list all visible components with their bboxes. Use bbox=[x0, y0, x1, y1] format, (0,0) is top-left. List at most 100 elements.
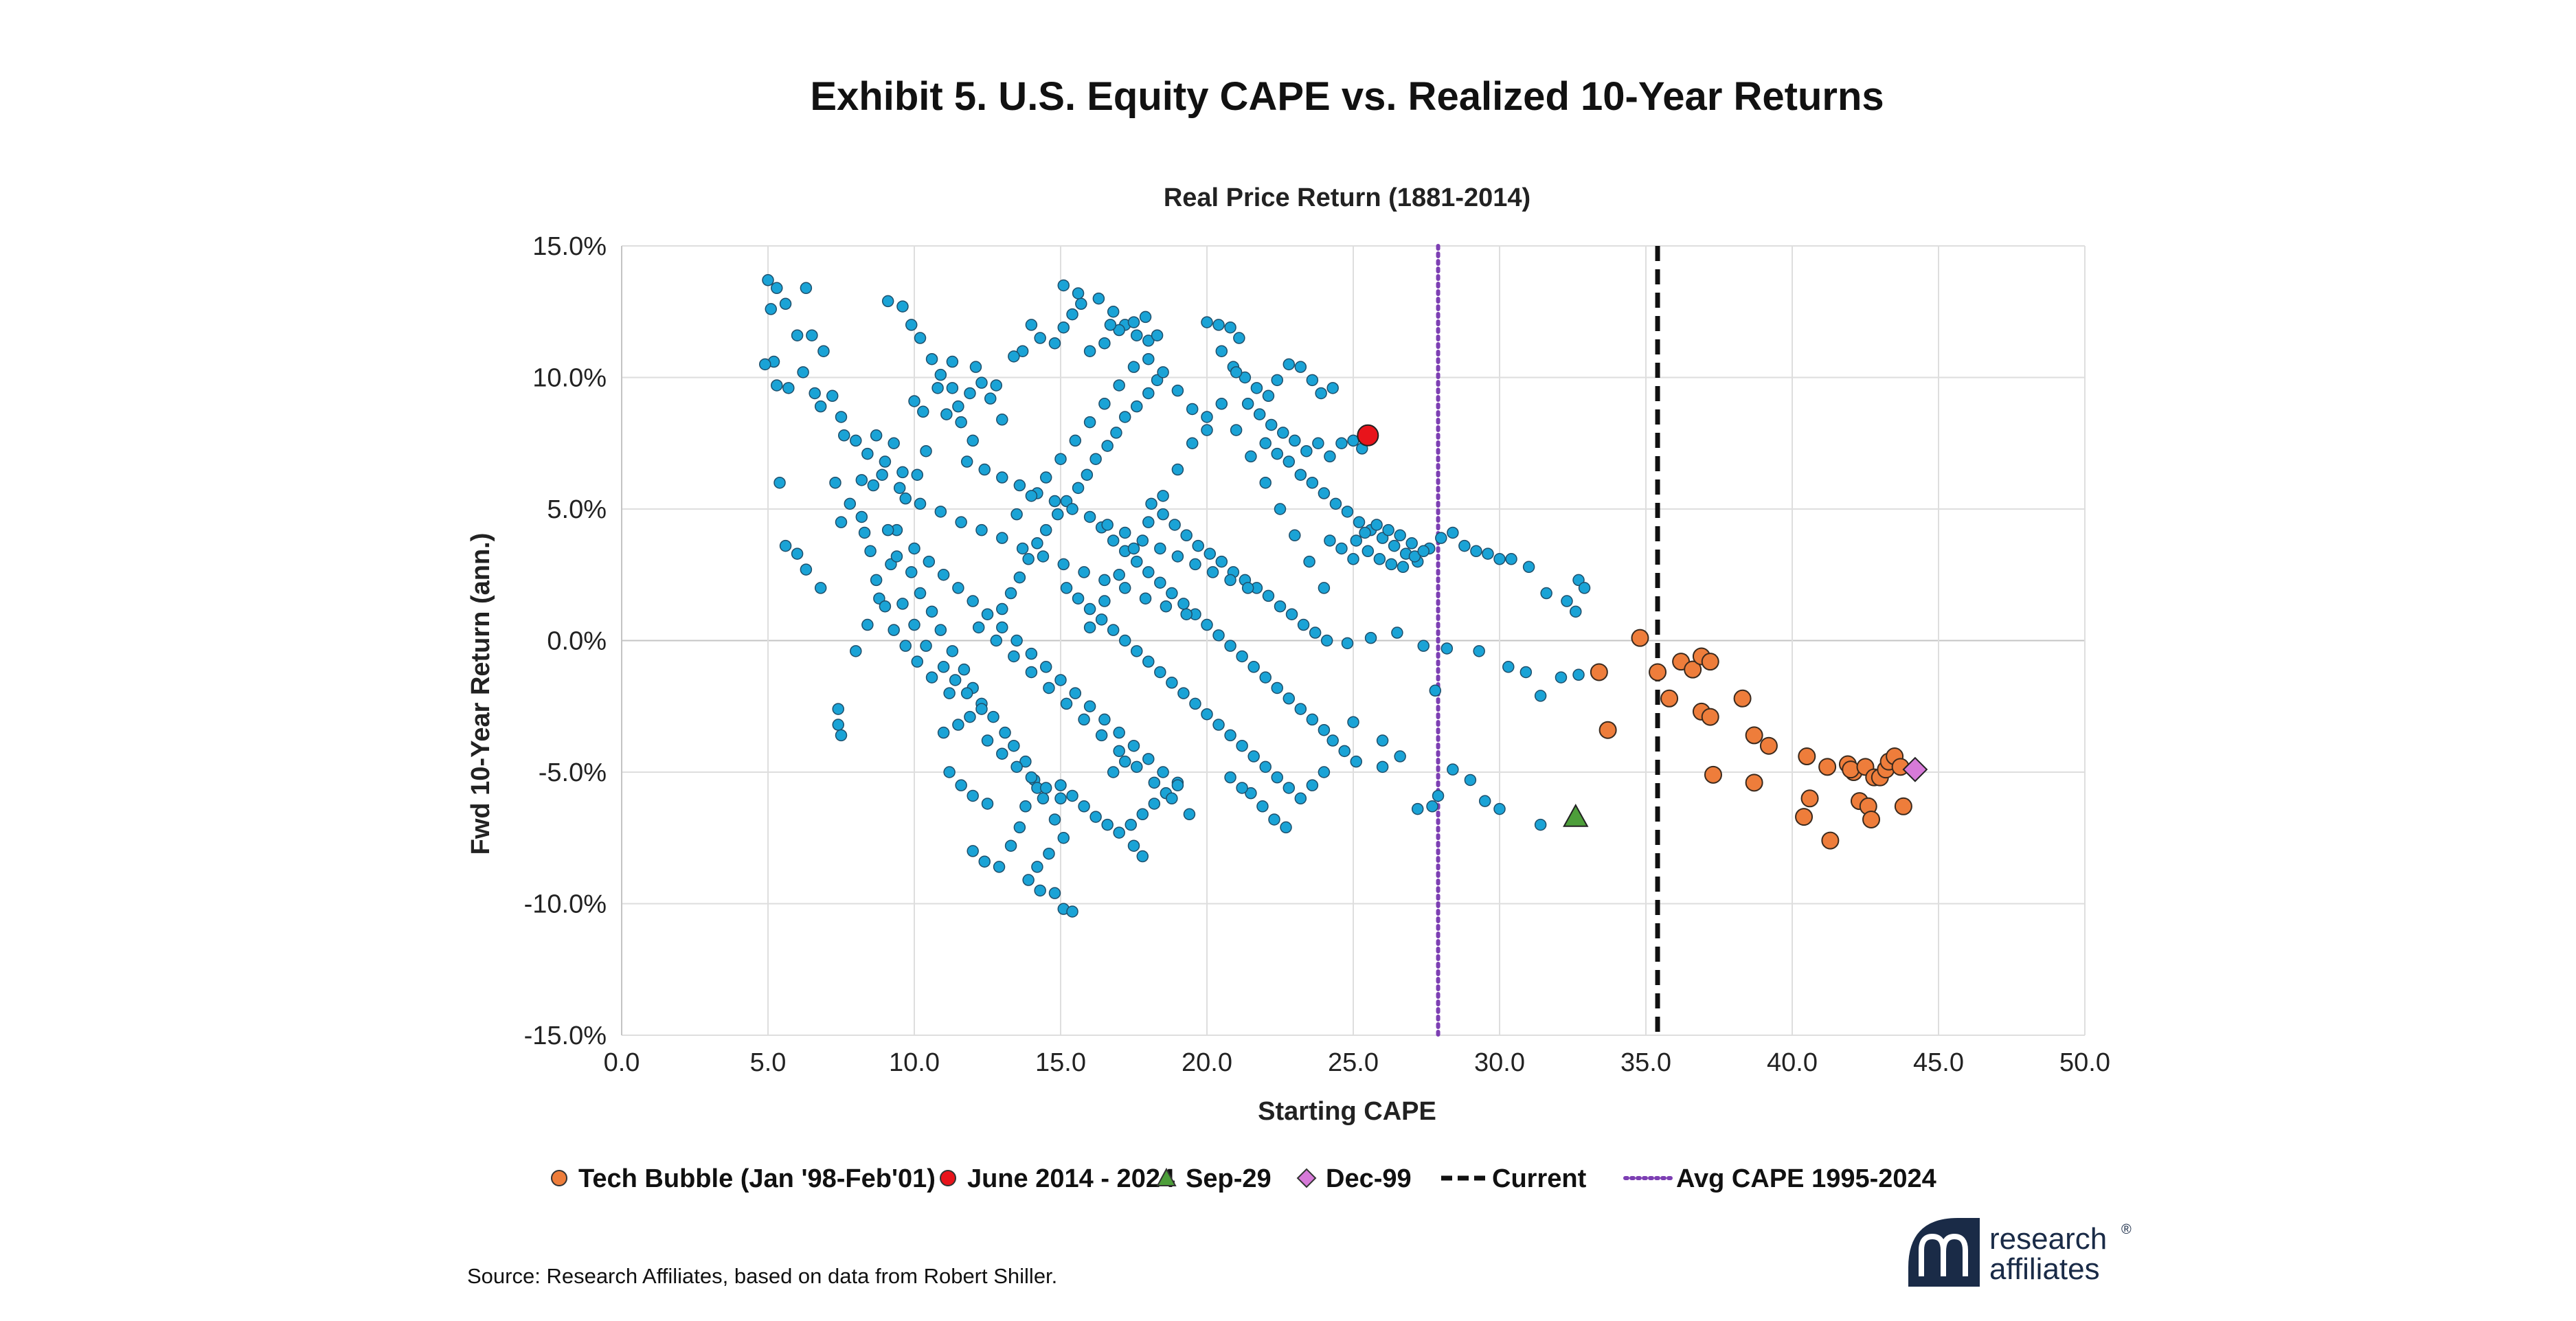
scatter-point bbox=[999, 726, 1011, 739]
scatter-point bbox=[949, 674, 962, 686]
scatter-point bbox=[1107, 534, 1120, 547]
scatter-point bbox=[888, 437, 900, 449]
x-tick-label: 20.0 bbox=[1182, 1048, 1232, 1077]
scatter-point bbox=[1010, 634, 1023, 647]
tech-bubble-point bbox=[1745, 726, 1763, 745]
scatter-point bbox=[893, 482, 906, 495]
legend-label: June 2014 - 2024 bbox=[967, 1164, 1175, 1193]
scatter-point bbox=[1306, 713, 1319, 726]
scatter-point bbox=[1274, 600, 1287, 613]
scatter-point bbox=[923, 555, 936, 568]
scatter-point bbox=[1177, 598, 1190, 610]
scatter-point bbox=[1060, 582, 1073, 594]
scatter-point bbox=[1435, 532, 1447, 544]
legend-label: Dec-99 bbox=[1326, 1164, 1412, 1193]
scatter-point bbox=[1089, 811, 1102, 823]
scatter-point bbox=[1338, 745, 1351, 758]
y-tick-label: -5.0% bbox=[539, 758, 607, 787]
scatter-point bbox=[1324, 534, 1336, 547]
scatter-point bbox=[1151, 329, 1164, 341]
scatter-point bbox=[1066, 308, 1078, 321]
scatter-point bbox=[1139, 592, 1152, 605]
scatter-point bbox=[1271, 374, 1283, 387]
scatter-point bbox=[1320, 634, 1333, 647]
scatter-point bbox=[1043, 847, 1055, 860]
scatter-point bbox=[1039, 661, 1052, 673]
scatter-point bbox=[800, 282, 813, 295]
scatter-point bbox=[1025, 666, 1038, 679]
scatter-point bbox=[1324, 450, 1336, 463]
point-sep-29 bbox=[1563, 804, 1589, 827]
scatter-point bbox=[1131, 760, 1143, 774]
tech-bubble-point bbox=[1745, 774, 1763, 792]
scatter-point bbox=[1350, 755, 1363, 768]
scatter-point bbox=[1098, 595, 1111, 607]
scatter-point bbox=[964, 387, 976, 400]
scatter-point bbox=[797, 366, 809, 379]
scatter-point bbox=[1283, 782, 1296, 794]
y-tick-label: 15.0% bbox=[532, 232, 607, 261]
scatter-point bbox=[899, 640, 912, 652]
scatter-point bbox=[1505, 553, 1517, 565]
scatter-point bbox=[1470, 545, 1482, 558]
chart-subtitle: Real Price Return (1881-2014) bbox=[1164, 183, 1530, 212]
scatter-point bbox=[867, 479, 880, 492]
scatter-point bbox=[1335, 437, 1348, 449]
scatter-point bbox=[1154, 666, 1166, 679]
scatter-point bbox=[1113, 324, 1125, 337]
scatter-point bbox=[1271, 681, 1283, 695]
scatter-point bbox=[1039, 471, 1052, 484]
scatter-point bbox=[1142, 566, 1155, 578]
scatter-point bbox=[879, 455, 892, 468]
scatter-point bbox=[1016, 345, 1029, 357]
scatter-point bbox=[1405, 537, 1418, 550]
scatter-point bbox=[1341, 637, 1354, 650]
scatter-point bbox=[981, 608, 994, 620]
scatter-point bbox=[1388, 539, 1401, 552]
scatter-point bbox=[1171, 463, 1184, 476]
scatter-point bbox=[1236, 782, 1248, 794]
tech-bubble-point bbox=[1660, 689, 1679, 708]
scatter-point bbox=[1113, 826, 1125, 839]
scatter-point bbox=[920, 640, 932, 652]
y-tick-label: 10.0% bbox=[532, 364, 607, 393]
scatter-point bbox=[1008, 650, 1020, 663]
scatter-point bbox=[996, 414, 1008, 426]
scatter-point bbox=[908, 618, 920, 631]
scatter-point bbox=[943, 687, 956, 699]
logo-registered-mark: ® bbox=[2121, 1222, 2132, 1237]
scatter-point bbox=[1370, 519, 1383, 531]
scatter-point bbox=[1118, 526, 1131, 539]
scatter-point bbox=[1083, 602, 1096, 616]
scatter-point bbox=[1283, 692, 1296, 705]
scatter-point bbox=[1019, 755, 1032, 768]
scatter-point bbox=[1075, 297, 1087, 311]
scatter-point bbox=[1057, 558, 1070, 571]
scatter-point bbox=[1101, 519, 1114, 531]
tech-bubble-point bbox=[1842, 760, 1860, 779]
scatter-point bbox=[844, 497, 857, 510]
tech-bubble-point bbox=[1800, 789, 1819, 808]
scatter-point bbox=[1113, 745, 1125, 758]
scatter-point bbox=[1447, 526, 1459, 539]
scatter-point bbox=[779, 297, 792, 311]
scatter-point bbox=[1482, 547, 1494, 560]
scatter-point bbox=[1110, 427, 1122, 439]
scatter-point bbox=[996, 471, 1008, 484]
scatter-point bbox=[1289, 434, 1301, 447]
scatter-point bbox=[1247, 750, 1260, 763]
scatter-point bbox=[1204, 547, 1217, 560]
scatter-point bbox=[1054, 779, 1067, 791]
scatter-point bbox=[1555, 671, 1568, 684]
scatter-point bbox=[914, 587, 927, 600]
scatter-point bbox=[1180, 608, 1193, 620]
scatter-point bbox=[1239, 371, 1252, 384]
data-points bbox=[758, 274, 1928, 918]
chart-legend: Tech Bubble (Jan '98-Feb'01) June 2014 - … bbox=[551, 1164, 1936, 1193]
scatter-point bbox=[1095, 729, 1108, 742]
scatter-point bbox=[1522, 561, 1535, 574]
scatter-point bbox=[1037, 792, 1050, 805]
scatter-point bbox=[1107, 306, 1120, 318]
tech-bubble-point bbox=[1821, 831, 1840, 850]
scatter-point bbox=[1037, 550, 1050, 563]
